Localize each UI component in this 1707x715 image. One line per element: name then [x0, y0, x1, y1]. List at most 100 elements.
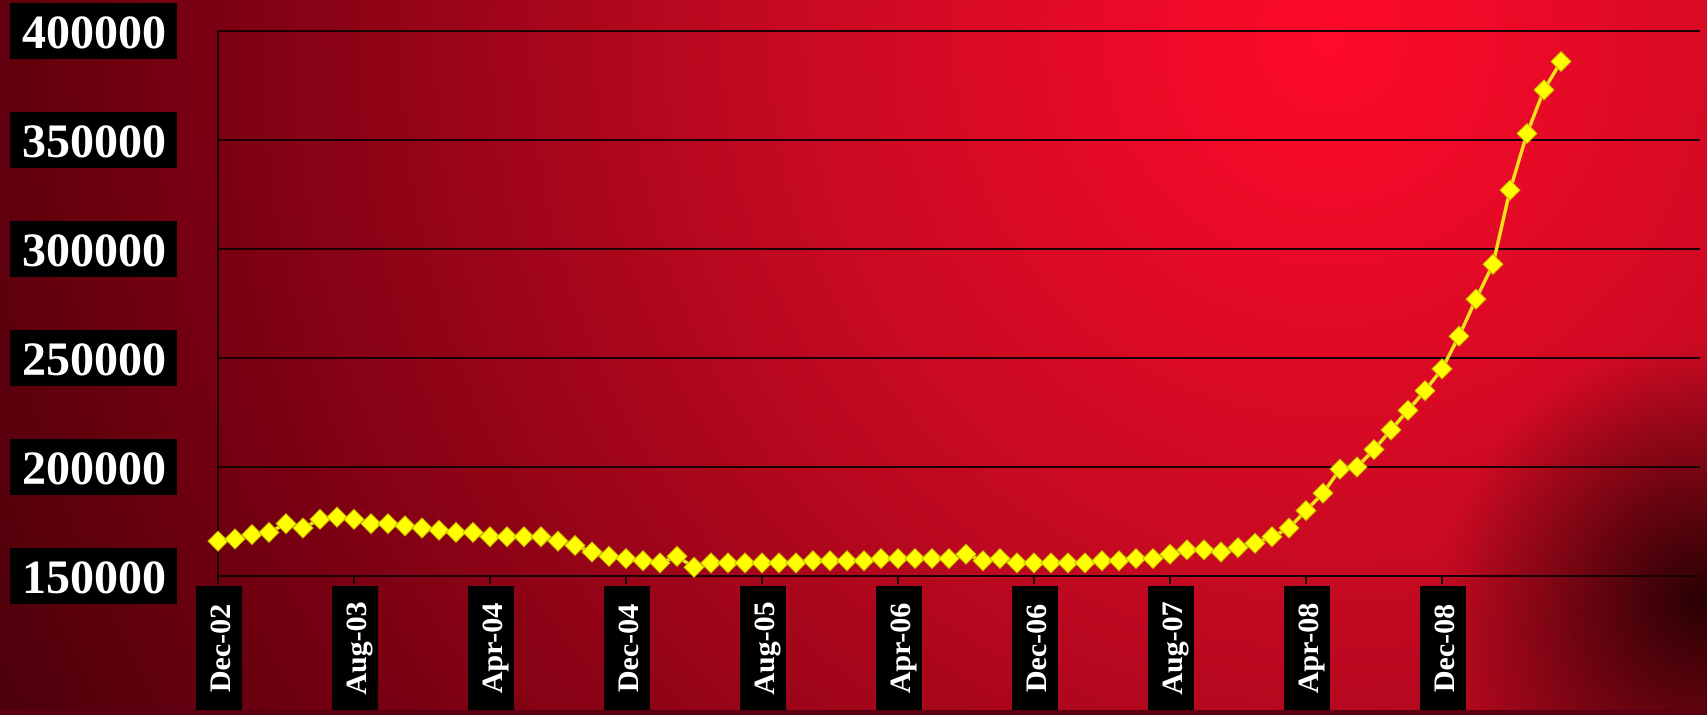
data-point-Aug-06: [955, 543, 977, 565]
data-point-Jan-03: [224, 528, 246, 550]
y-tick-label: 300000: [22, 224, 166, 277]
x-tick-Dec-02: Dec-02: [196, 586, 242, 710]
y-tick-200000: 200000: [10, 439, 177, 495]
x-tick-Apr-04: Apr-04: [468, 586, 514, 710]
data-point-Dec-06: [1023, 552, 1045, 574]
data-point-Feb-04: [445, 521, 467, 544]
data-point-Mar-03: [258, 521, 280, 544]
y-tick-box: [10, 548, 177, 604]
data-point-Nov-06: [1006, 552, 1028, 574]
y-tick-labels: 400000 350000 300000 250000 200000 150000: [10, 3, 177, 604]
y-tick-400000: 400000: [10, 3, 177, 59]
data-point-Sep-05: [768, 552, 790, 574]
data-point-Jul-07: [1142, 547, 1164, 570]
y-tick-box: [10, 330, 177, 386]
data-point-Jan-06: [836, 550, 858, 572]
data-point-Sep-04: [564, 534, 586, 557]
y-tick-label: 350000: [22, 115, 166, 168]
x-tick-label: Dec-08: [1428, 604, 1461, 692]
data-point-Jul-04: [530, 526, 552, 548]
data-point-Nov-08: [1414, 379, 1436, 402]
x-tick-box: [740, 586, 786, 710]
y-tick-150000: 150000: [10, 548, 177, 604]
data-point-May-08: [1312, 482, 1334, 504]
y-tick-label: 400000: [22, 6, 166, 59]
x-tick-box: [1284, 586, 1330, 710]
data-point-Jun-06: [921, 547, 943, 570]
data-point-Mar-06: [870, 547, 892, 570]
data-point-Apr-04: [479, 526, 501, 548]
data-point-Apr-05: [683, 556, 705, 578]
data-point-Sep-06: [972, 550, 994, 572]
x-tick-label: Apr-04: [476, 603, 509, 694]
data-point-Dec-02: [207, 530, 229, 552]
data-point-Jun-04: [513, 526, 535, 548]
x-tick-box: [1148, 586, 1194, 710]
data-point-Apr-03: [275, 512, 297, 535]
data-point-Feb-06: [853, 550, 875, 572]
data-point-Feb-08: [1261, 526, 1283, 548]
data-point-May-07: [1108, 550, 1130, 572]
data-point-Feb-03: [241, 523, 263, 546]
data-point-Dec-07: [1227, 536, 1249, 559]
data-point-Apr-09: [1499, 179, 1521, 201]
x-tick-Aug-05: Aug-05: [740, 586, 786, 710]
x-tick-label: Aug-07: [1156, 601, 1189, 694]
data-point-Aug-08: [1363, 438, 1385, 461]
x-tick-Apr-08: Apr-08: [1284, 586, 1330, 710]
data-point-Aug-05: [751, 552, 773, 574]
x-tick-Aug-03: Aug-03: [332, 586, 378, 710]
x-tick-box: [604, 586, 650, 710]
data-point-Nov-03: [394, 515, 416, 537]
y-tick-box: [10, 221, 177, 277]
data-point-Jul-08: [1346, 456, 1368, 478]
data-point-Jun-05: [717, 552, 739, 574]
y-tick-label: 200000: [22, 442, 166, 495]
data-point-undefined: [1550, 50, 1572, 73]
data-point-Nov-04: [598, 545, 620, 568]
data-point-Apr-08: [1295, 499, 1317, 522]
data-point-Dec-05: [819, 550, 841, 572]
data-point-Jun-07: [1125, 547, 1147, 570]
data-point-Jan-05: [632, 550, 654, 572]
y-tick-250000: 250000: [10, 330, 177, 386]
y-tick-label: 250000: [22, 333, 166, 386]
data-point-Feb-07: [1057, 552, 1079, 574]
data-point-May-04: [496, 526, 518, 548]
data-point-Apr-07: [1091, 550, 1113, 572]
data-point-Sep-07: [1176, 539, 1198, 561]
x-tick-label: Apr-06: [884, 603, 917, 694]
series-markers: [207, 50, 1572, 578]
data-point-May-06: [904, 547, 926, 570]
y-tick-300000: 300000: [10, 221, 177, 277]
data-point-Feb-05: [649, 552, 671, 574]
data-point-Dec-03: [411, 517, 433, 539]
data-point-Apr-06: [887, 547, 909, 570]
data-point-Sep-08: [1380, 419, 1402, 441]
y-tick-350000: 350000: [10, 112, 177, 168]
data-point-Oct-05: [785, 552, 807, 574]
x-tick-Dec-08: Dec-08: [1420, 586, 1466, 710]
x-tick-box: [1012, 586, 1058, 710]
data-point-Mar-07: [1074, 552, 1096, 574]
data-point-Nov-05: [802, 550, 824, 572]
y-tick-box: [10, 439, 177, 495]
x-tick-box: [468, 586, 514, 710]
data-point-Oct-03: [377, 512, 399, 535]
y-tick-box: [10, 112, 177, 168]
x-tick-box: [876, 586, 922, 710]
x-tick-labels: Dec-02 Aug-03 Apr-04 Dec-04 Aug-05 Apr-06 Dec-…: [196, 576, 1466, 710]
data-point-Mar-08: [1278, 517, 1300, 539]
data-point-Dec-08: [1431, 358, 1453, 380]
data-point-Feb-09: [1465, 288, 1487, 310]
data-point-Aug-04: [547, 530, 569, 552]
data-point-Jan-07: [1040, 552, 1062, 574]
data-point-May-09: [1516, 122, 1538, 145]
data-point-Oct-08: [1397, 399, 1419, 422]
data-point-Oct-04: [581, 541, 603, 563]
x-tick-box: [332, 586, 378, 710]
data-point-Jan-08: [1244, 532, 1266, 555]
x-tick-Aug-07: Aug-07: [1148, 586, 1194, 710]
data-point-Jul-03: [326, 506, 348, 528]
